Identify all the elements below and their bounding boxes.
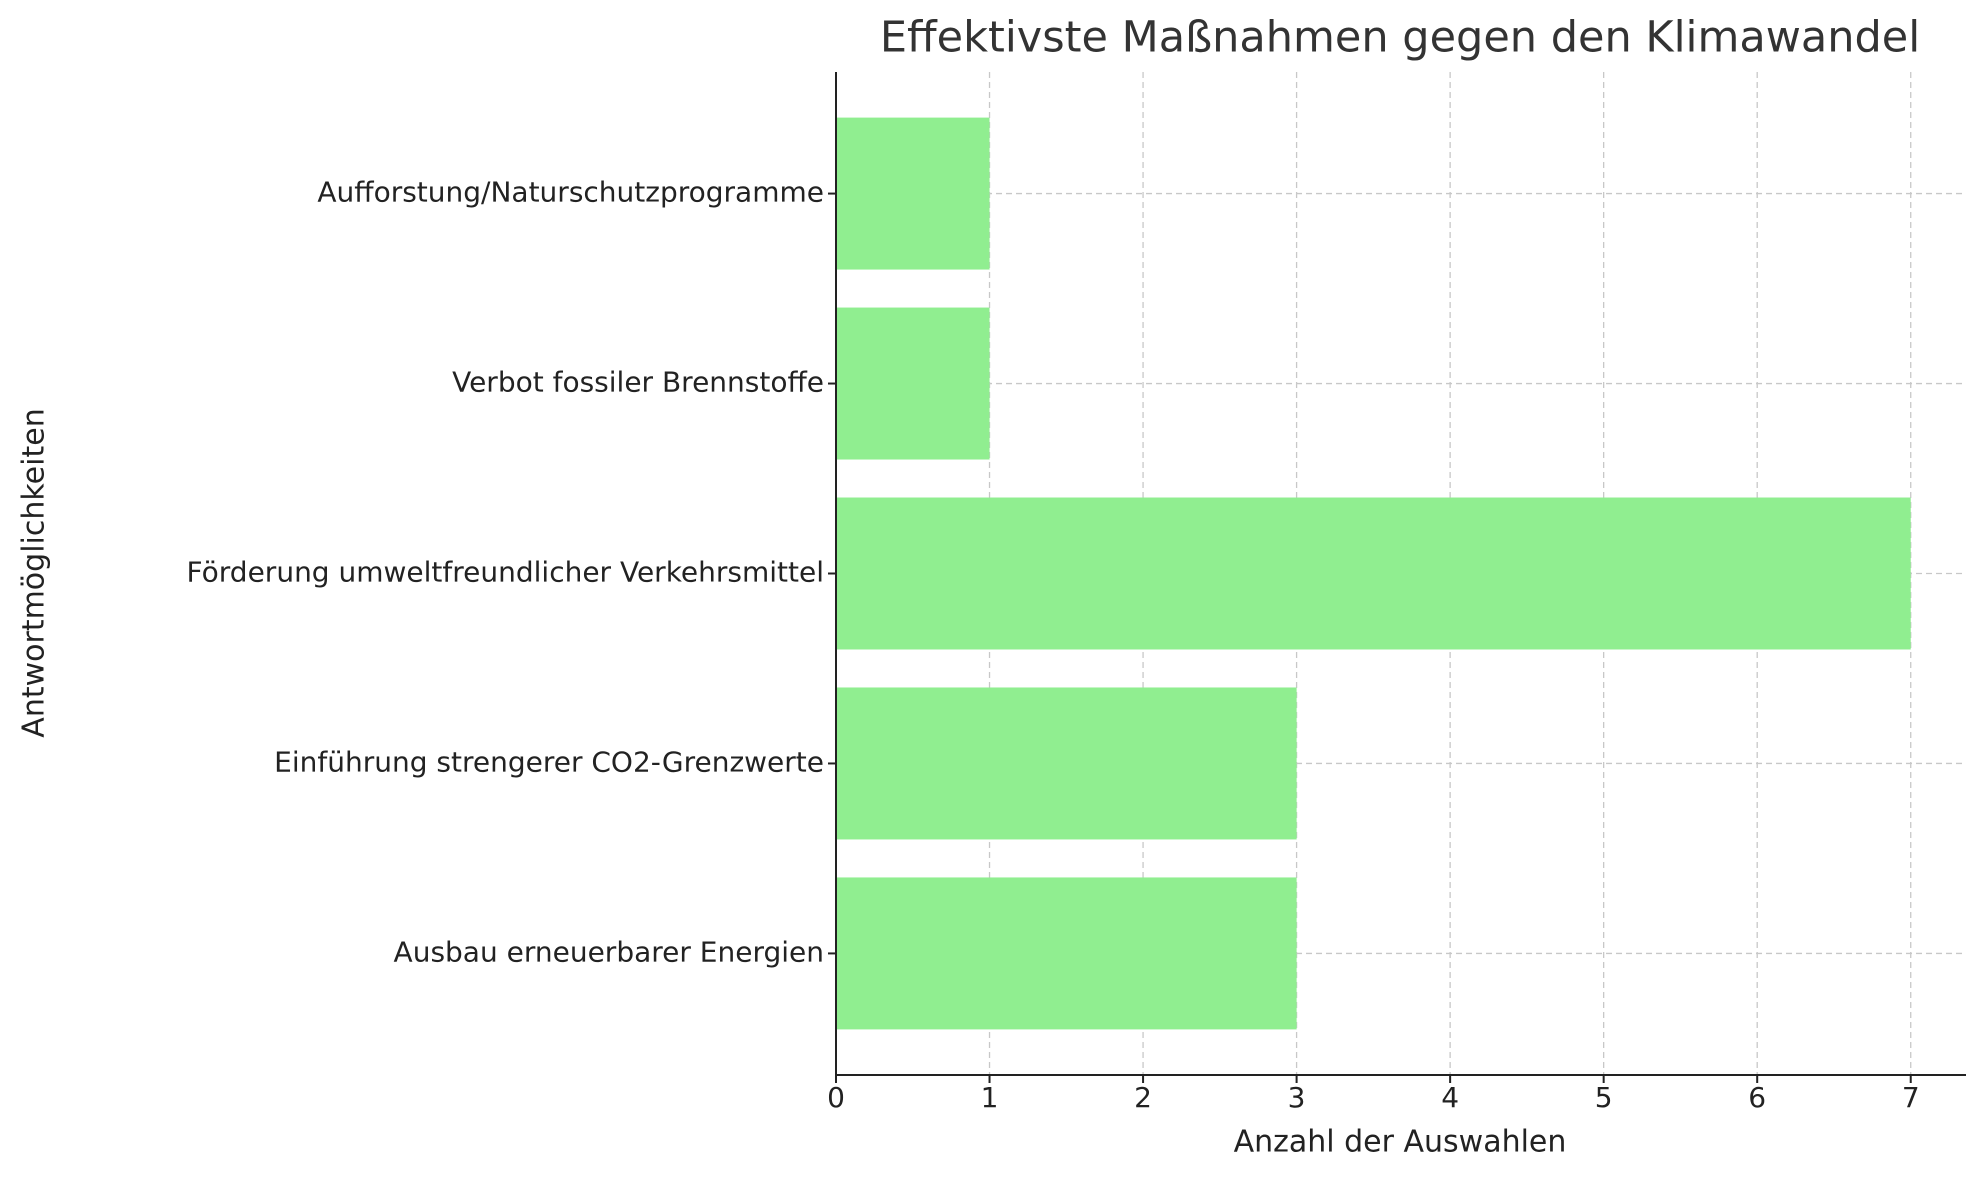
y-tick-label: Verbot fossiler Brennstoffe bbox=[452, 366, 824, 399]
y-tick-label: Aufforstung/Naturschutzprogramme bbox=[317, 176, 824, 209]
x-tick-label: 5 bbox=[1595, 1081, 1613, 1114]
bar bbox=[836, 117, 990, 270]
x-tick-label: 2 bbox=[1134, 1081, 1152, 1114]
y-tick-label: Ausbau erneuerbarer Energien bbox=[394, 935, 824, 968]
y-tick-label: Förderung umweltfreundlicher Verkehrsmit… bbox=[187, 556, 824, 589]
x-tick-label: 3 bbox=[1288, 1081, 1306, 1114]
chart-title: Effektivste Maßnahmen gegen den Klimawan… bbox=[880, 13, 1920, 63]
x-tick-label: 0 bbox=[827, 1081, 845, 1114]
x-tick-label: 7 bbox=[1902, 1081, 1920, 1114]
x-tick-label: 1 bbox=[981, 1081, 999, 1114]
bar bbox=[836, 877, 1297, 1030]
y-axis-label: Antwortmöglichkeiten bbox=[17, 408, 52, 737]
x-axis-label: Anzahl der Auswahlen bbox=[1234, 1125, 1567, 1160]
bar bbox=[836, 497, 1911, 650]
bar bbox=[836, 307, 990, 460]
x-tick-label: 4 bbox=[1441, 1081, 1459, 1114]
x-tick-label: 6 bbox=[1748, 1081, 1766, 1114]
bar bbox=[836, 687, 1297, 840]
y-tick-label: Einführung strengerer CO2-Grenzwerte bbox=[274, 745, 824, 778]
